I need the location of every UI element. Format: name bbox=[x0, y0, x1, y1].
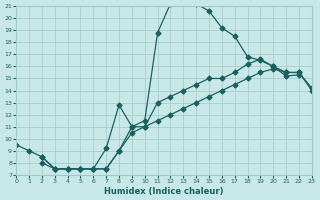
X-axis label: Humidex (Indice chaleur): Humidex (Indice chaleur) bbox=[104, 187, 224, 196]
